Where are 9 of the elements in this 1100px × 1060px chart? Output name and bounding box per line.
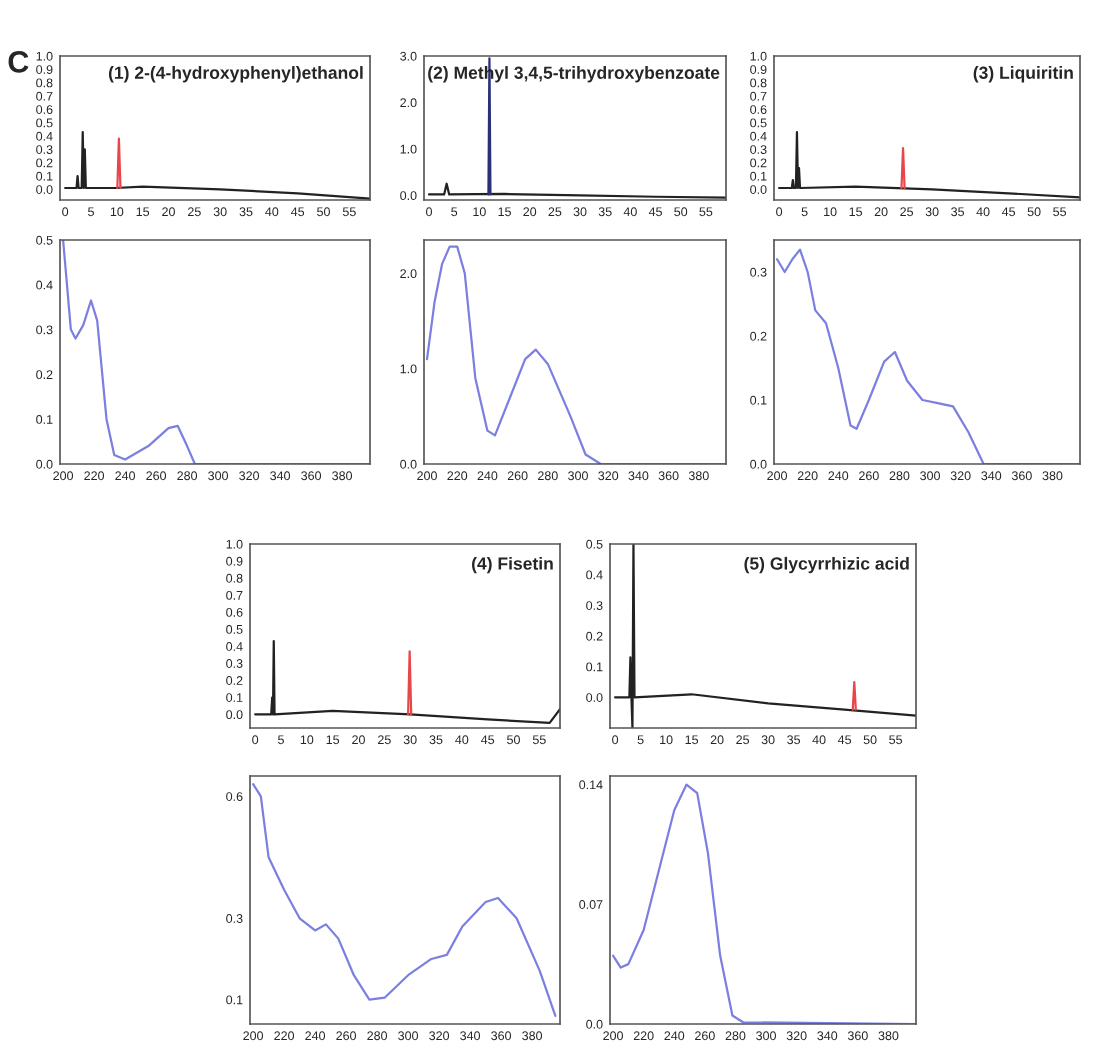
- text: (5) Glycyrrhizic acid: [744, 556, 909, 574]
- line-series: [613, 544, 916, 728]
- line-series: [254, 640, 560, 724]
- text: (3) Liquiritin: [973, 66, 1073, 83]
- line-series: [251, 783, 557, 1017]
- text: (4) Fisetin: [472, 556, 553, 574]
- text: C: [8, 51, 29, 73]
- text: (1) 2-(4-hydroxyphenyl)ethanol: [108, 66, 363, 83]
- line-series: [64, 130, 370, 200]
